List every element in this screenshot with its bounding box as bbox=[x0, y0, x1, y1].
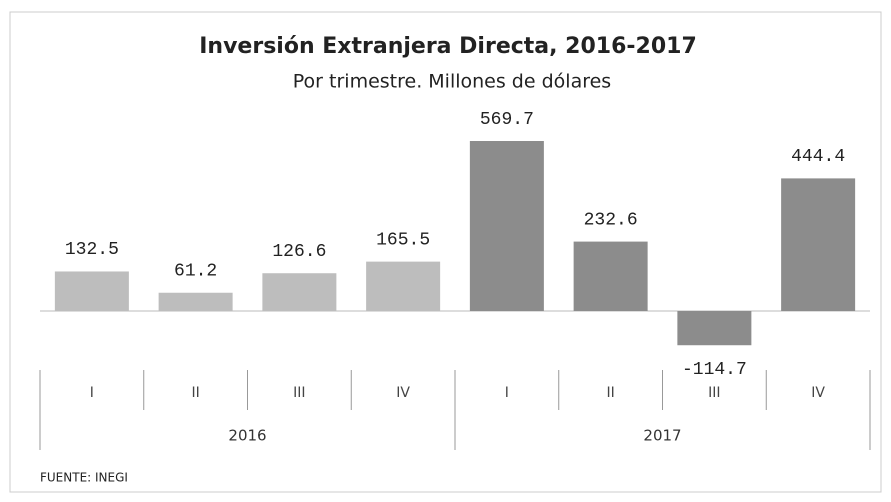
chart-title: Inversión Extranjera Directa, 2016-2017 bbox=[199, 34, 697, 59]
value-label: 232.6 bbox=[584, 210, 638, 230]
value-label: 132.5 bbox=[65, 240, 119, 260]
bar bbox=[158, 292, 233, 311]
frame bbox=[9, 11, 882, 493]
value-label: 569.7 bbox=[480, 110, 534, 130]
value-label: -114.7 bbox=[682, 360, 747, 380]
value-label: 61.2 bbox=[174, 261, 217, 281]
bar bbox=[54, 271, 129, 311]
bar bbox=[781, 178, 856, 311]
group-label: 2017 bbox=[643, 427, 681, 445]
x-tick-label: I bbox=[90, 385, 94, 401]
x-tick-label: III bbox=[293, 385, 305, 401]
group-label: 2016 bbox=[228, 427, 266, 445]
bar bbox=[469, 141, 544, 311]
value-label: 165.5 bbox=[376, 230, 430, 250]
x-tick-label: II bbox=[191, 385, 199, 401]
x-tick-label: I bbox=[505, 385, 509, 401]
chart-subtitle: Por trimestre. Millones de dólares bbox=[293, 71, 611, 93]
x-tick-label: II bbox=[606, 385, 614, 401]
bar bbox=[573, 241, 648, 311]
value-label: 126.6 bbox=[272, 242, 326, 262]
bar bbox=[677, 311, 752, 346]
value-label: 444.4 bbox=[791, 147, 845, 167]
bar bbox=[262, 273, 337, 311]
bar bbox=[366, 261, 441, 311]
x-tick-label: IV bbox=[396, 385, 410, 401]
x-tick-label: IV bbox=[811, 385, 825, 401]
x-tick-label: III bbox=[708, 385, 720, 401]
source-note: FUENTE: INEGI bbox=[40, 471, 128, 485]
